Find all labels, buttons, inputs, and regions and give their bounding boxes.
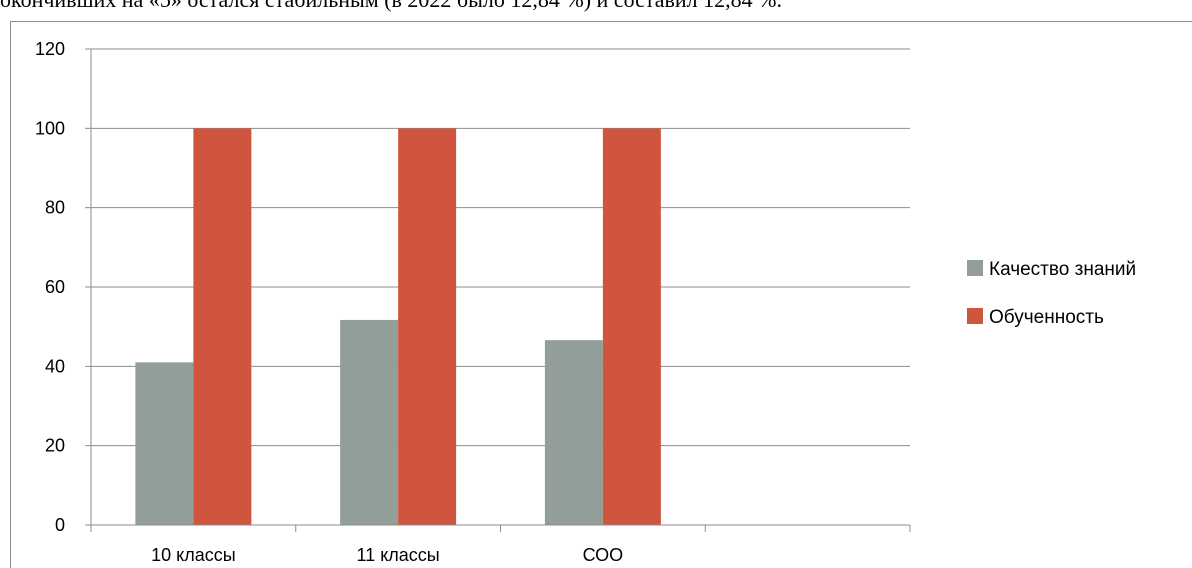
x-tick-label: 10 классы	[151, 545, 236, 565]
y-tick-label: 60	[45, 277, 65, 297]
bar	[193, 128, 252, 526]
bar	[135, 362, 194, 525]
legend-swatch	[967, 260, 983, 276]
legend-swatch	[967, 308, 983, 324]
y-tick-label: 120	[35, 39, 65, 59]
x-tick-label: СОО	[583, 545, 624, 565]
x-tick-labels: 10 классы 11 классы СОО	[151, 545, 623, 565]
legend-label: Обученность	[989, 307, 1104, 328]
y-tick-label: 100	[35, 118, 65, 138]
axes	[85, 48, 911, 532]
bar	[602, 128, 661, 526]
bar	[398, 128, 457, 526]
legend-label: Качество знаний	[989, 259, 1136, 280]
chart-border	[10, 21, 1192, 568]
y-tick-labels: 0 20 40 60 80 100 120	[35, 39, 65, 535]
y-tick-label: 40	[45, 356, 65, 376]
bar	[544, 340, 603, 525]
legend: Качество знаний Обученность	[967, 259, 1136, 328]
y-tick-label: 0	[55, 515, 65, 535]
bars	[135, 128, 661, 526]
y-tick-label: 20	[45, 436, 65, 456]
x-tick-label: 11 классы	[357, 545, 440, 565]
bar	[340, 319, 399, 525]
y-tick-label: 80	[45, 198, 65, 218]
document-text-line: окончивших на «5» остался стабильным (в …	[0, 0, 1192, 14]
